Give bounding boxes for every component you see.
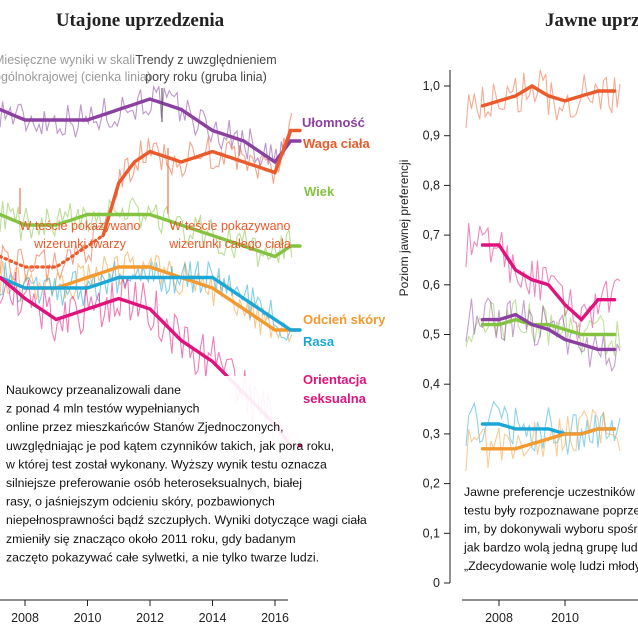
note-trend-line2: pory roku (gruba linia)	[145, 70, 267, 84]
left-trend-weight-body	[101, 128, 302, 238]
left-paragraph-line: uwzględniając je pod kątem czynników tak…	[6, 439, 334, 453]
annot-body-line2: wizerunki całego ciała	[168, 237, 291, 251]
left-paragraph-line: z ponad 4 mln testów wypełnianych	[6, 402, 200, 416]
label-race: Rasa	[303, 334, 335, 349]
right-ylabel: Poziom jawnej preferencji	[397, 160, 411, 297]
right-paragraph-line: im, by dokonywali wyboru spośród	[464, 522, 638, 536]
right-y-tick-label: 1,0	[423, 79, 440, 93]
left-x-tick-label: 2016	[261, 611, 289, 625]
left-trend-age	[0, 212, 302, 259]
right-paragraph: Jawne preferencje uczestników testu były …	[463, 485, 638, 573]
right-y-tick-label: 0,1	[423, 526, 440, 540]
right-monthly-age	[465, 298, 621, 357]
right-paragraph-line: Jawne preferencje uczestników	[464, 485, 635, 499]
right-y-ticks: 0 0,1 0,2 0,3 0,4 0,5 0,6 0,7 0,8 0,9 1,0	[423, 79, 450, 590]
note-monthly-line1: Miesięczne wyniki w skali	[0, 53, 135, 67]
left-monthly-age	[0, 197, 293, 268]
right-x-tick-label: 2008	[485, 611, 513, 625]
left-title: Utajone uprzedzenia	[56, 10, 225, 31]
left-paragraph-bg	[0, 376, 298, 588]
right-paragraph-line: jak bardzo wolą jedną grupę ludzi	[463, 541, 638, 555]
right-y-tick-label: 0,2	[423, 477, 440, 491]
label-skin: Odcień skóry	[303, 312, 386, 327]
left-paragraph-line: Naukowcy przeanalizowali dane	[6, 383, 181, 397]
right-title: Jawne uprzedzenia	[545, 10, 638, 31]
note-monthly-line2: ogólnokrajowej (cienka linia)	[0, 70, 151, 84]
left-x-ticks: 2008 2010 2012 2014 2016	[11, 600, 289, 625]
left-x-tick-label: 2010	[74, 611, 102, 625]
left-x-tick-label: 2012	[136, 611, 164, 625]
right-paragraph-line: testu były rozpoznawane poprzez	[464, 504, 638, 518]
annot-faces-line1: W teście pokazywano	[20, 219, 141, 233]
right-paragraph-line: „Zdecydowanie wolę ludzi młodych”	[464, 559, 638, 573]
right-y-tick-label: 0,9	[423, 129, 440, 143]
left-trend-weight-faces	[0, 233, 105, 269]
left-paragraph-line: zaczęto pokazywać całe sylwetki, a nie t…	[6, 550, 319, 564]
right-monthly-lines	[465, 69, 621, 472]
right-monthly-weight	[465, 69, 621, 129]
left-paragraph-line: niepełnosprawności bądź szczupłych. Wyni…	[6, 513, 367, 527]
left-paragraph-line: w której test został wykonany. Wyższy wy…	[5, 457, 327, 471]
left-x-tick-label: 2008	[11, 611, 39, 625]
right-trend-weight	[480, 84, 617, 108]
left-paragraph-line: zmieniły się znacząco około 2011 roku, g…	[6, 532, 296, 546]
annot-body-line1: W teście pokazywano	[170, 219, 291, 233]
label-orientation-line1: Orientacja	[303, 372, 367, 387]
right-y-tick-label: 0,5	[423, 328, 440, 342]
right-y-tick-label: 0	[433, 576, 440, 590]
note-trend-line1: Trendy z uwzględnieniem	[135, 53, 276, 67]
right-monthly-skin	[465, 408, 621, 472]
left-paragraph-line: online przez mieszkańców Stanów Zjednocz…	[6, 420, 284, 434]
left-paragraph-line: rasy, o jaśniejszym odcieniu skóry, pozb…	[6, 495, 275, 509]
right-trend-orientation	[480, 243, 617, 323]
right-y-tick-label: 0,4	[423, 377, 440, 391]
right-y-tick-label: 0,7	[423, 228, 440, 242]
annot-faces-line2: wizerunki twarzy	[33, 237, 126, 251]
right-trend-age	[480, 317, 617, 337]
left-paragraph-line: silniejsze preferowanie osób heteroseksu…	[6, 476, 302, 490]
right-y-tick-label: 0,6	[423, 278, 440, 292]
right-y-tick-label: 0,8	[423, 178, 440, 192]
label-age: Wiek	[304, 184, 335, 199]
left-paragraph: Naukowcy przeanalizowali dane z ponad 4 m…	[5, 383, 367, 564]
label-disability: Ułomność	[302, 115, 365, 130]
right-monthly-race	[465, 400, 621, 455]
right-paragraph-bg	[458, 478, 638, 578]
left-monthly-disability	[0, 84, 293, 168]
left-monthly-weight	[0, 112, 293, 283]
left-x-tick-label: 2014	[199, 611, 227, 625]
label-orientation-line2: seksualna	[303, 391, 367, 406]
left-trend-race	[0, 275, 302, 332]
right-monthly-disability	[465, 297, 621, 373]
right-x-ticks: 2008 2010	[485, 600, 579, 625]
label-weight: Waga ciała	[303, 136, 370, 151]
left-trend-disability	[0, 97, 302, 165]
right-trend-skin	[480, 427, 617, 451]
right-trend-disability	[480, 312, 617, 352]
right-x-tick-label: 2010	[551, 611, 579, 625]
right-trend-lines	[480, 84, 617, 451]
right-y-tick-label: 0,3	[423, 427, 440, 441]
